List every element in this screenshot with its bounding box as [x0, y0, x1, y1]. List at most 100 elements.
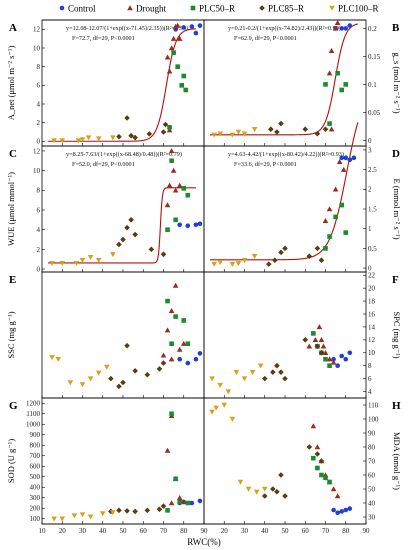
legend-marker-1 [127, 5, 133, 11]
point-C-1-4 [176, 182, 183, 188]
point-H-3-7 [318, 458, 325, 464]
legend-marker-2 [190, 5, 196, 11]
point-H-2-2 [319, 472, 324, 478]
point-E-3-0 [108, 375, 114, 382]
ytick-label-H-7: 100 [368, 415, 379, 423]
panel-letter-E: E [9, 274, 16, 286]
point-H-3-6 [314, 451, 321, 457]
ytick-label-B-4: 0.2 [368, 25, 377, 33]
point-B-0-2 [343, 26, 349, 31]
panel-letter-D: D [392, 148, 400, 160]
ytick-label-H-0: 30 [368, 513, 376, 521]
point-A-3-6 [162, 121, 169, 128]
point-G-4-1 [59, 516, 66, 522]
xtick-label-right-60: 60 [302, 527, 310, 535]
ytick-label-G-0: 100 [30, 515, 41, 523]
point-C-1-2 [170, 167, 177, 173]
point-E-3-1 [116, 383, 122, 390]
point-G-4-4 [87, 514, 94, 520]
point-C-2-1 [169, 158, 174, 164]
point-A-2-0 [167, 125, 172, 130]
point-F-3-7 [318, 349, 325, 356]
point-A-1-6 [176, 35, 183, 41]
point-F-0-4 [347, 350, 353, 356]
point-F-3-5 [302, 337, 309, 343]
point-E-4-4 [87, 376, 94, 382]
point-G-3-6 [160, 503, 167, 509]
point-F-4-6 [257, 363, 264, 369]
point-F-0-3 [343, 356, 349, 362]
point-A-3-5 [160, 129, 167, 135]
point-D-3-1 [272, 257, 278, 263]
point-F-0-1 [335, 363, 340, 368]
point-G-2-2 [173, 476, 178, 482]
ytick-label-F-3: 10 [368, 349, 376, 357]
ytick-label-G-7: 800 [30, 442, 41, 450]
point-C-0-1 [185, 223, 191, 229]
fit-curve-A [48, 28, 196, 142]
legend-label-2: PLC50–R [199, 4, 235, 14]
point-G-0-3 [197, 498, 203, 504]
point-C-3-6 [160, 251, 167, 258]
ytick-label-F-4: 12 [368, 336, 376, 344]
ytick-label-G-9: 1000 [26, 421, 41, 429]
point-B-3-0 [268, 126, 274, 132]
ytick-label-A-3: 6 [37, 82, 41, 90]
xtick-label-left-70: 70 [160, 527, 168, 535]
point-E-3-7 [160, 360, 167, 366]
equation-D: y=4.63-4.42/(1+exp((x-80.42)/4.22))(R²=0… [228, 151, 344, 158]
ytick-label-F-9: 22 [368, 272, 376, 280]
point-H-4-6 [253, 489, 260, 495]
point-H-2-1 [315, 465, 320, 471]
point-E-4-5 [95, 370, 102, 376]
point-F-3-4 [282, 375, 288, 382]
ytick-label-D-2: 1 [368, 225, 372, 233]
ytick-label-G-5: 600 [30, 463, 41, 471]
ytick-label-B-3: 0.15 [368, 53, 381, 61]
legend-item-2: PLC50–R [190, 4, 235, 14]
point-G-3-2 [124, 508, 130, 514]
xtick-label-left-90: 90 [201, 527, 209, 535]
point-H-4-4 [237, 479, 244, 485]
point-A-2-2 [175, 64, 180, 69]
legend-marker-0 [59, 5, 65, 11]
point-F-3-6 [314, 343, 321, 350]
point-G-1-3 [176, 494, 183, 500]
point-H-1-6 [334, 493, 341, 499]
ytick-label-G-3: 400 [30, 484, 41, 492]
panel-frame-H [203, 397, 367, 525]
point-H-4-7 [261, 486, 268, 492]
point-D-4-0 [211, 261, 217, 267]
point-G-2-0 [165, 508, 170, 513]
point-H-0-3 [343, 507, 349, 513]
point-C-4-1 [59, 260, 66, 266]
point-G-4-3 [79, 512, 86, 518]
ytick-label-A-0: 0 [37, 138, 41, 146]
point-G-3-1 [116, 507, 122, 514]
panel-H: 30 40 50 60 70 80 90 100 110 H MDA (nmol g⁻¹) [203, 397, 402, 525]
point-C-3-0 [116, 241, 122, 248]
point-F-1-1 [312, 337, 319, 343]
ylabel-F: SPC (mg g⁻¹) [392, 311, 402, 358]
xtick-label-left-60: 60 [140, 527, 148, 535]
xtick-label-left-50: 50 [120, 527, 128, 535]
ytick-label-G-11: 1200 [26, 400, 41, 408]
legend-item-4: PLC100–R [329, 4, 379, 14]
point-C-3-1 [120, 236, 126, 243]
point-D-4-3 [235, 261, 242, 267]
legend-label-3: PLC85–R [268, 4, 304, 14]
point-C-1-1 [166, 182, 173, 188]
point-B-2-0 [323, 82, 328, 87]
point-G-2-4 [185, 500, 191, 506]
xtick-label-right-20: 20 [221, 527, 229, 535]
point-F-2-3 [323, 356, 328, 362]
point-E-3-2 [120, 379, 126, 386]
ytick-label-G-8: 900 [30, 431, 41, 439]
point-D-4-5 [251, 254, 258, 260]
ytick-label-F-7: 18 [368, 297, 376, 305]
point-B-2-4 [343, 82, 349, 87]
point-F-1-2 [316, 324, 323, 330]
point-B-4-5 [251, 127, 258, 132]
point-D-0-2 [347, 157, 353, 163]
equation-B: y=0.21-0.2/(1+exp((x-74.82)/2.43))(R²=0.… [228, 25, 341, 32]
